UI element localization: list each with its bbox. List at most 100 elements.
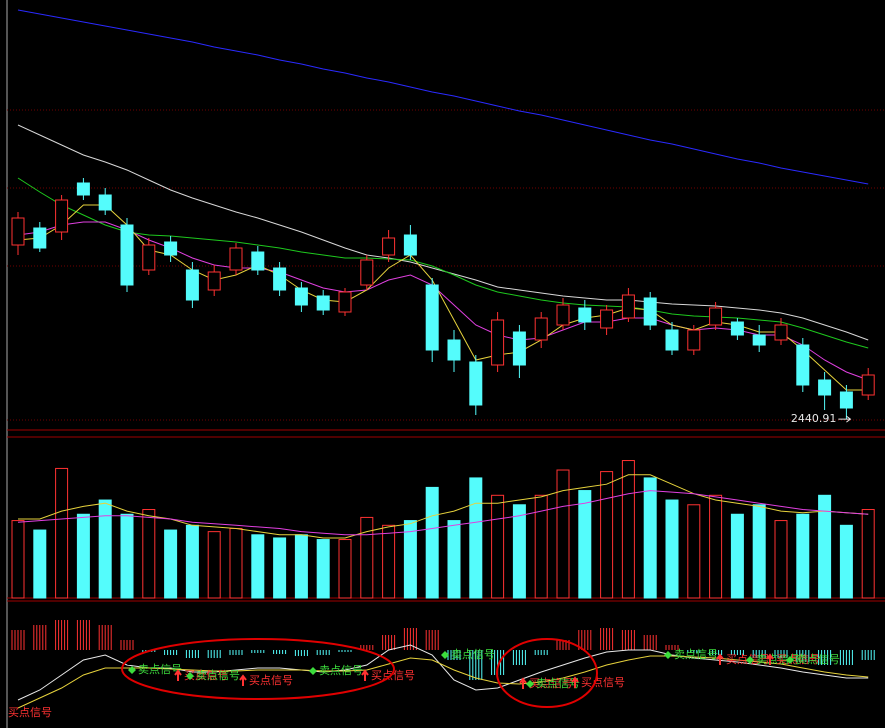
low-arrow xyxy=(838,415,852,423)
volume-bar xyxy=(796,513,810,599)
volume-bar xyxy=(76,513,90,599)
volume-bar xyxy=(861,509,875,599)
volume-bar xyxy=(469,477,483,599)
signal-label: 买点信号 xyxy=(529,677,573,690)
candle-body xyxy=(11,217,25,246)
signal-arrow xyxy=(766,653,774,665)
candle-body xyxy=(861,374,875,396)
candle-body xyxy=(142,244,156,271)
candle-body xyxy=(403,234,417,256)
volume-bar xyxy=(33,529,47,599)
candle-body xyxy=(251,251,265,271)
signal-arrow xyxy=(128,666,136,674)
ma-line xyxy=(18,474,869,539)
signal-label: 买点信号 xyxy=(184,669,228,682)
volume-bar xyxy=(730,513,744,599)
volume-bar xyxy=(709,494,723,599)
signal-label: 卖点信号 xyxy=(138,663,182,676)
volume-bar xyxy=(491,494,505,599)
candle-body xyxy=(600,309,614,329)
signal-arrow xyxy=(174,669,182,681)
candle-body xyxy=(294,287,308,306)
volume-bar xyxy=(818,494,832,599)
candle-body xyxy=(185,269,199,301)
signal-arrow xyxy=(186,672,194,680)
candle-body xyxy=(360,259,374,286)
signal-arrow xyxy=(571,676,579,688)
volume-bar xyxy=(643,477,657,599)
volume-bar xyxy=(229,527,243,599)
candle-body xyxy=(643,297,657,326)
volume-bar xyxy=(142,509,156,599)
volume-bar xyxy=(534,494,548,599)
volume-bar xyxy=(251,534,265,599)
volume-bar xyxy=(55,467,69,599)
volume-bar xyxy=(185,524,199,599)
candle-body xyxy=(534,317,548,341)
candle-body xyxy=(207,271,221,291)
signal-arrow xyxy=(519,677,527,689)
candle-body xyxy=(382,237,396,256)
candle-body xyxy=(796,344,810,386)
candle-body xyxy=(425,284,439,351)
signal-label: 卖点信号 xyxy=(796,653,840,666)
signal-arrow xyxy=(361,669,369,681)
candle-body xyxy=(752,334,766,346)
candle-body xyxy=(316,295,330,311)
volume-bar xyxy=(621,460,635,599)
signal-label: 买点信号 xyxy=(581,676,625,689)
ma-line xyxy=(17,490,869,536)
signal-arrow xyxy=(786,656,794,664)
signal-label: 买点信号 xyxy=(249,674,293,687)
volume-bar xyxy=(556,469,570,599)
volume-bar xyxy=(316,539,330,599)
candle-body xyxy=(709,307,723,326)
volume-bar xyxy=(98,499,112,599)
signal-arrow xyxy=(746,656,754,664)
volume-bar xyxy=(665,499,679,599)
candle-body xyxy=(818,379,832,396)
volume-bar xyxy=(447,520,461,599)
candle-body xyxy=(98,194,112,211)
highlight-ellipse xyxy=(496,638,598,708)
volume-bar xyxy=(578,490,592,599)
signal-label: 买点信号 xyxy=(8,706,52,719)
candle-body xyxy=(76,182,90,196)
volume-bar xyxy=(425,486,439,599)
volume-bar xyxy=(164,529,178,599)
volume-bar xyxy=(207,531,221,599)
volume-bar xyxy=(403,520,417,599)
candle-body xyxy=(229,247,243,271)
volume-bar xyxy=(687,504,701,599)
candle-body xyxy=(665,329,679,351)
signal-label: 卖点信号 xyxy=(674,648,718,661)
signal-arrow xyxy=(309,667,317,675)
candle-body xyxy=(730,321,744,336)
ma-line xyxy=(17,221,869,381)
candle-body xyxy=(164,241,178,256)
ma-line xyxy=(17,177,869,349)
ma-line xyxy=(17,9,869,185)
ma-line xyxy=(17,204,869,391)
candle-body xyxy=(512,331,526,366)
signal-arrow xyxy=(716,653,724,665)
ma-line xyxy=(17,655,869,709)
highlight-ellipse xyxy=(121,638,395,700)
candle-body xyxy=(338,291,352,313)
volume-bar xyxy=(360,516,374,599)
volume-bar xyxy=(600,471,614,599)
candle-body xyxy=(687,329,701,351)
volume-bar xyxy=(338,539,352,599)
signal-label: 卖点信号 xyxy=(319,664,363,677)
volume-bar xyxy=(774,520,788,599)
candle-body xyxy=(621,294,635,319)
volume-bar xyxy=(512,504,526,599)
candle-body xyxy=(55,199,69,233)
candle-body xyxy=(120,224,134,286)
signal-arrow xyxy=(526,680,534,688)
volume-bar xyxy=(273,537,287,599)
candle-body xyxy=(33,227,47,249)
volume-bar xyxy=(752,504,766,599)
